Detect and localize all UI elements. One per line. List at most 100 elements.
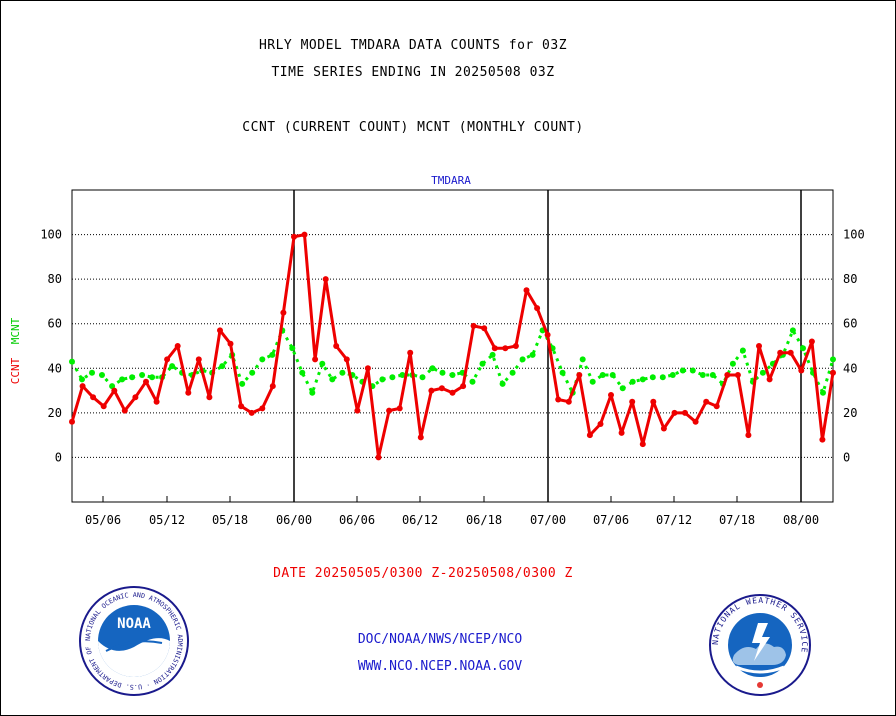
nco-path-link[interactable]: DOC/NOAA/NWS/NCEP/NCO (357, 632, 523, 647)
point-mcnt-31 (379, 376, 386, 383)
date-range-label: DATE 20250505/0300 Z-20250508/0300 Z (273, 566, 573, 581)
point-mcnt-66 (729, 360, 736, 367)
point-ccnt-29 (375, 454, 382, 461)
point-mcnt-5 (119, 376, 126, 383)
point-mcnt-53 (599, 372, 606, 378)
point-ccnt-3 (100, 403, 107, 410)
noaa-logo-text: NOAA (117, 616, 151, 632)
point-ccnt-71 (819, 436, 826, 443)
point-mcnt-59 (659, 374, 666, 381)
point-ccnt-61 (713, 403, 720, 410)
point-mcnt-73 (800, 345, 806, 352)
point-mcnt-56 (629, 378, 636, 385)
point-mcnt-33 (399, 372, 406, 378)
plot-area-border (71, 189, 834, 503)
point-mcnt-1 (79, 376, 85, 383)
x-tick-label-4: 06/06 (339, 513, 375, 527)
x-tick-label-11: 08/00 (783, 513, 819, 527)
point-ccnt-11 (185, 389, 192, 396)
y-tick-right-60: 60 (843, 317, 857, 331)
point-ccnt-41 (502, 345, 509, 352)
point-ccnt-34 (428, 387, 435, 394)
point-ccnt-45 (544, 331, 551, 338)
point-ccnt-54 (639, 441, 646, 448)
y-tick-right-40: 40 (843, 361, 857, 375)
y-tick-right-20: 20 (843, 406, 857, 420)
point-mcnt-18 (249, 369, 256, 376)
noaa-logo[interactable]: NATIONAL OCEANIC AND ATMOSPHERIC ADMINIS… (78, 585, 190, 697)
point-mcnt-55 (619, 385, 626, 392)
y-tick-left-100: 100 (40, 228, 62, 242)
y-tick-right-80: 80 (843, 272, 857, 286)
point-ccnt-42 (512, 343, 519, 349)
point-mcnt-54 (609, 372, 616, 378)
point-ccnt-39 (481, 325, 488, 332)
point-mcnt-41 (479, 360, 486, 367)
point-ccnt-16 (238, 403, 245, 410)
point-ccnt-28 (364, 365, 371, 372)
y-tick-left-60: 60 (48, 317, 62, 331)
point-mcnt-37 (439, 369, 446, 376)
point-mcnt-19 (259, 356, 266, 363)
y-tick-left-0: 0 (55, 450, 62, 464)
point-mcnt-17 (239, 380, 246, 387)
point-ccnt-49 (586, 432, 593, 439)
point-mcnt-51 (579, 356, 586, 363)
point-mcnt-23 (299, 369, 306, 376)
point-ccnt-20 (280, 309, 287, 316)
point-ccnt-36 (449, 389, 456, 396)
point-ccnt-53 (629, 398, 636, 405)
point-ccnt-46 (555, 396, 562, 403)
point-mcnt-24 (309, 389, 316, 396)
point-ccnt-47 (565, 398, 572, 405)
point-ccnt-67 (777, 349, 784, 356)
point-ccnt-37 (460, 383, 467, 390)
point-mcnt-49 (559, 369, 566, 376)
point-ccnt-50 (597, 421, 604, 427)
point-mcnt-4 (109, 383, 116, 390)
point-ccnt-1 (79, 383, 86, 390)
point-mcnt-45 (519, 356, 526, 363)
chart-header-line3: CCNT (CURRENT COUNT) MCNT (MONTHLY COUNT… (242, 120, 584, 135)
point-ccnt-38 (470, 322, 477, 329)
nws-logo[interactable]: NATIONAL WEATHER SERVICE (708, 593, 812, 697)
point-ccnt-0 (69, 418, 75, 425)
point-ccnt-8 (153, 398, 160, 405)
point-ccnt-9 (164, 356, 171, 363)
point-mcnt-57 (639, 376, 646, 383)
x-tick-label-10: 07/18 (719, 513, 755, 527)
y-tick-left-40: 40 (48, 361, 62, 375)
point-ccnt-60 (703, 398, 710, 405)
nco-url-link[interactable]: WWW.NCO.NCEP.NOAA.GOV (357, 659, 523, 674)
point-ccnt-13 (206, 394, 213, 401)
point-mcnt-76 (830, 356, 836, 363)
point-ccnt-35 (438, 385, 445, 392)
point-mcnt-42 (489, 351, 496, 358)
point-ccnt-43 (523, 287, 530, 294)
x-axis-ticks: 05/06 05/12 05/18 06/00 06/06 06/12 06/18 07/00… (85, 496, 819, 527)
y-tick-right-0: 0 (843, 450, 850, 464)
point-ccnt-65 (756, 343, 762, 349)
y-label-ccnt: CCNT (9, 357, 22, 384)
chart-title: TMDARA (431, 174, 471, 187)
point-ccnt-21 (291, 233, 297, 240)
point-ccnt-32 (407, 349, 414, 356)
x-tick-label-2: 05/18 (212, 513, 248, 527)
point-mcnt-27 (339, 369, 346, 376)
point-mcnt-8 (149, 374, 156, 381)
point-ccnt-14 (217, 327, 223, 334)
point-mcnt-52 (589, 378, 596, 385)
series-line-ccnt (70, 233, 835, 459)
point-ccnt-15 (227, 340, 234, 347)
point-ccnt-12 (195, 356, 202, 363)
x-tick-label-3: 06/00 (276, 513, 312, 527)
x-tick-label-9: 07/12 (656, 513, 692, 527)
point-ccnt-17 (248, 409, 255, 416)
y-tick-right-100: 100 (843, 228, 865, 242)
point-ccnt-7 (143, 378, 149, 385)
chart-header-line2: TIME SERIES ENDING IN 20250508 03Z (271, 65, 555, 80)
point-mcnt-63 (699, 372, 706, 378)
point-ccnt-57 (671, 409, 678, 416)
point-ccnt-69 (798, 367, 805, 374)
